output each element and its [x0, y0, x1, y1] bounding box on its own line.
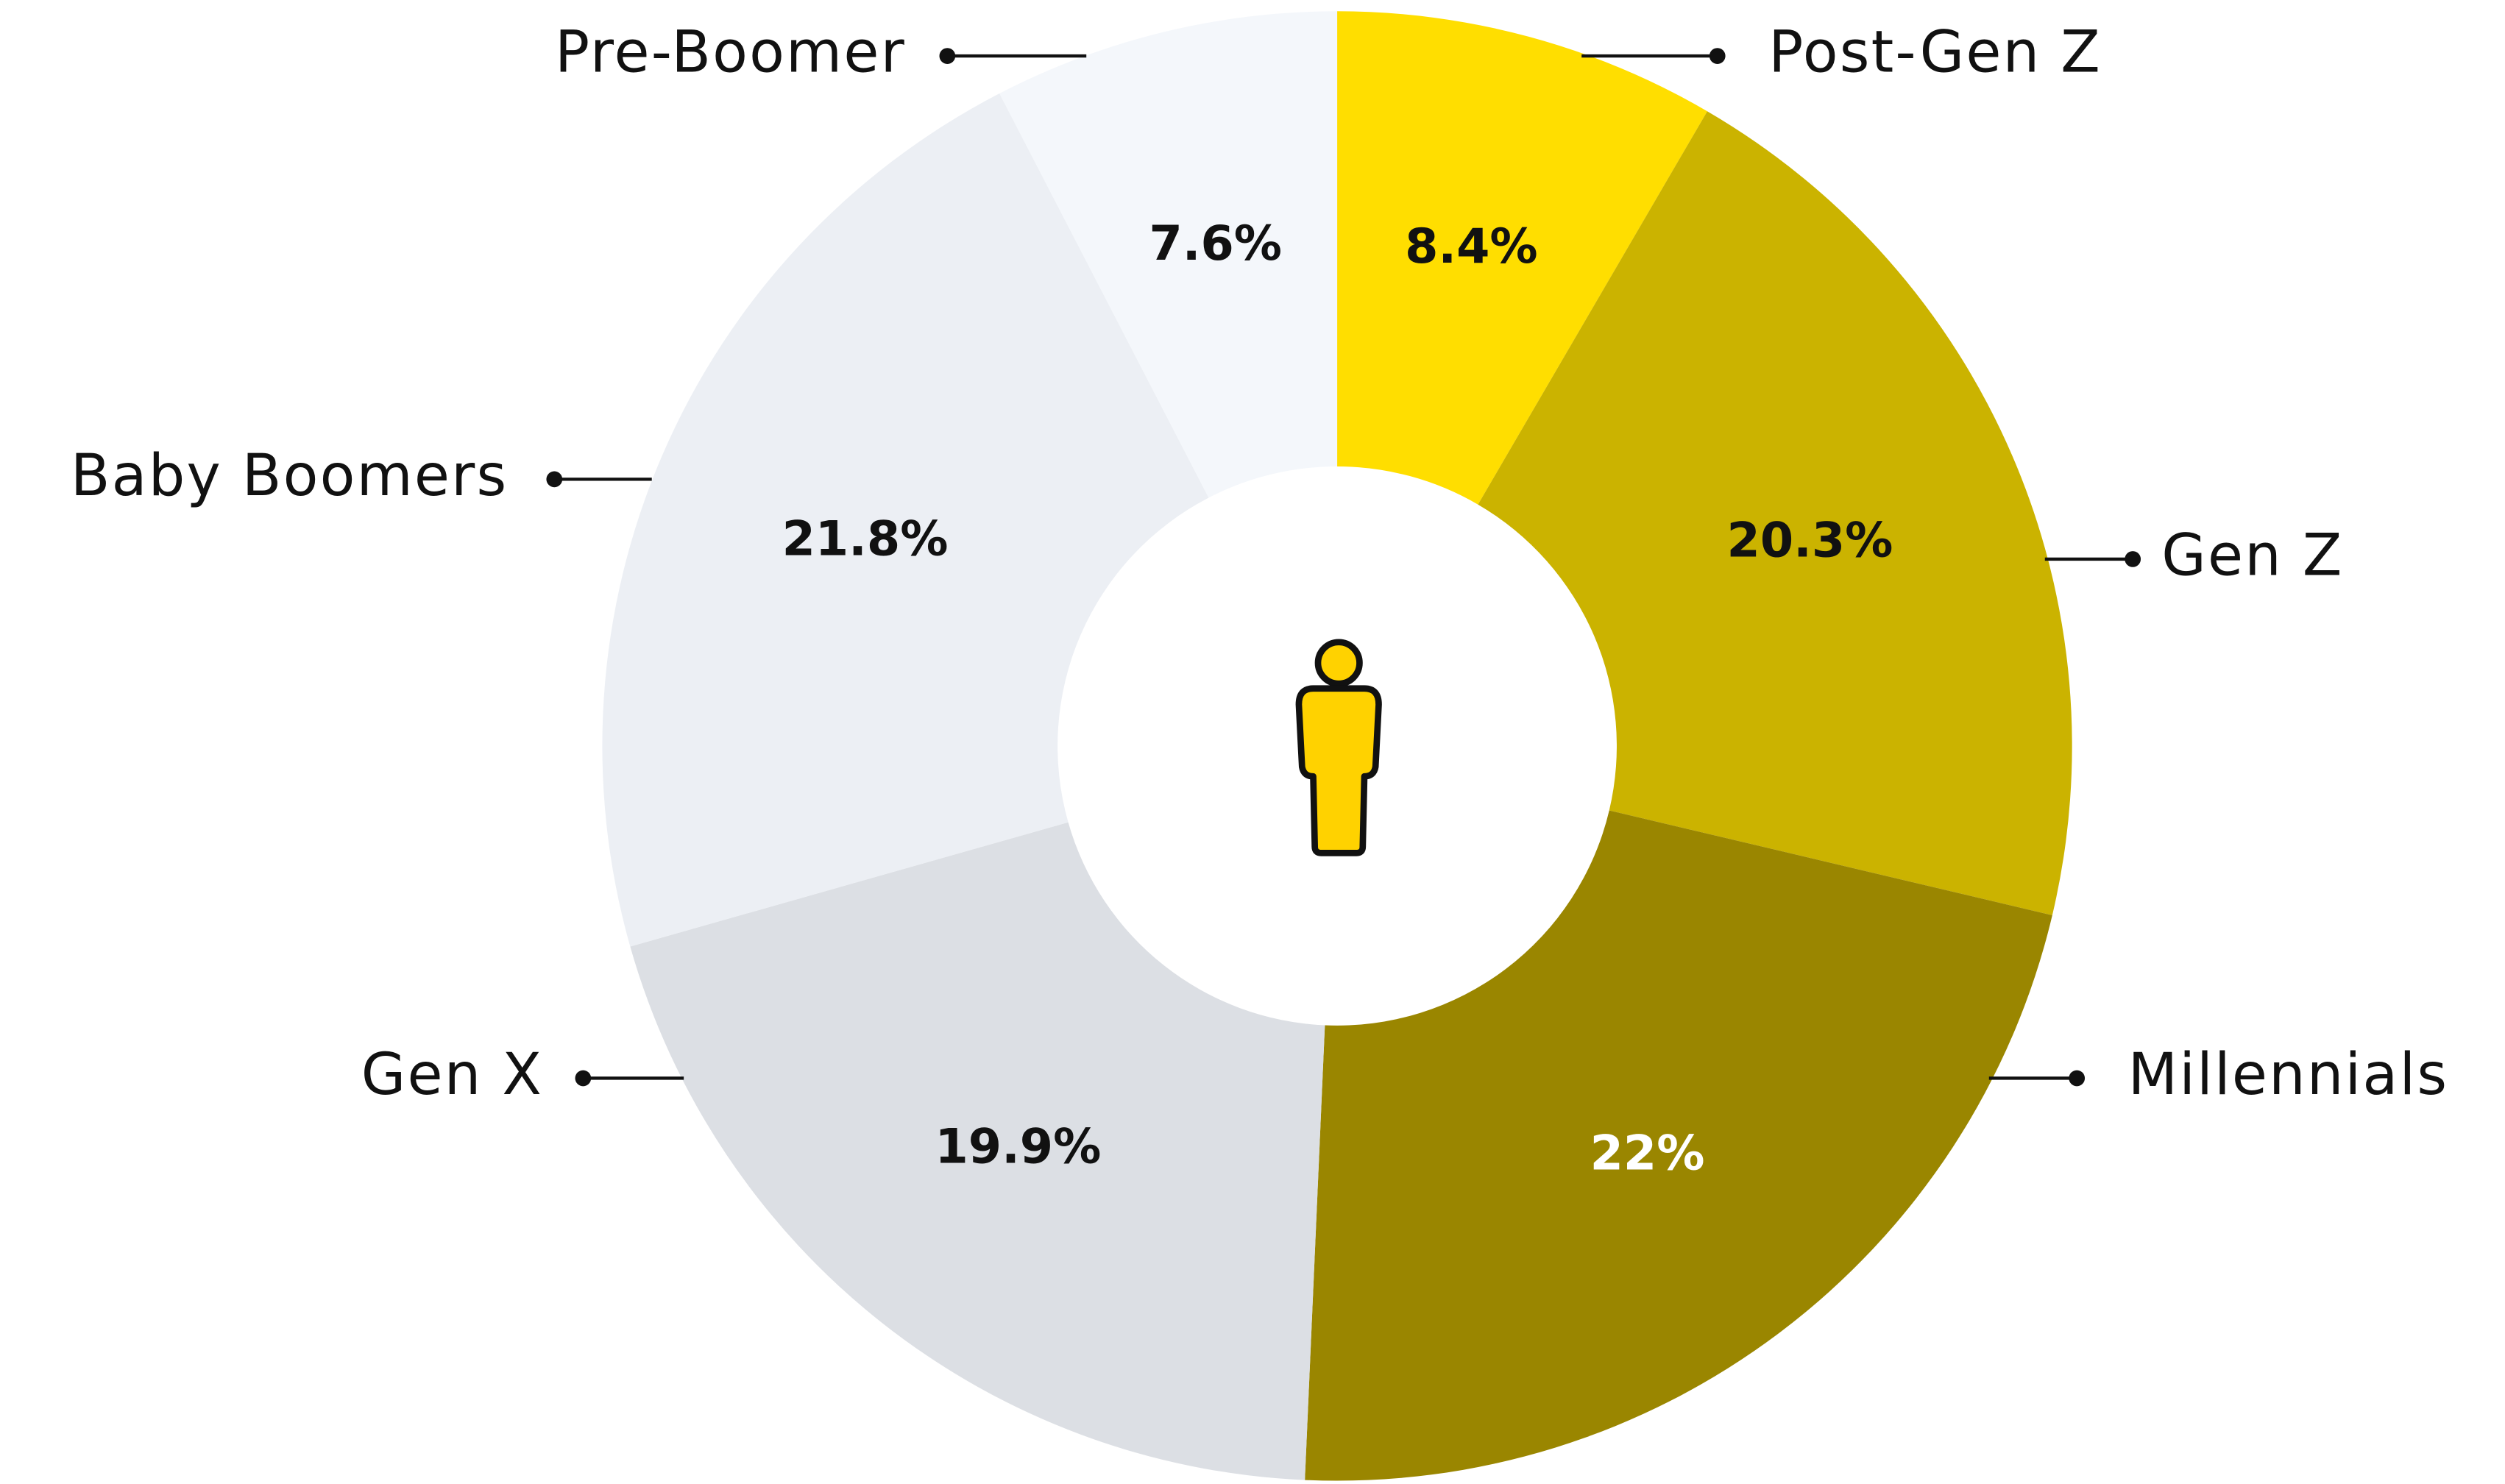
category-label: Pre-Boomer: [555, 19, 906, 86]
leader-dot: [2125, 551, 2141, 567]
slice: [602, 93, 1209, 947]
value-label: 22%: [1590, 1126, 1705, 1182]
slice: [630, 822, 1325, 1480]
leader-dot: [575, 1070, 592, 1087]
person-icon: [1295, 639, 1382, 856]
value-label: 20.3%: [1727, 513, 1893, 568]
slice: [999, 11, 1338, 498]
slice: [1337, 11, 1707, 505]
leader-dot: [2069, 1070, 2086, 1087]
slice: [1478, 111, 2072, 915]
value-label: 8.4%: [1405, 219, 1538, 274]
category-label: Gen X: [361, 1041, 543, 1108]
slice: [1305, 810, 2052, 1481]
leader-dot: [546, 471, 563, 488]
value-label: 21.8%: [782, 511, 949, 567]
category-label: Baby Boomers: [71, 442, 508, 509]
value-label: 19.9%: [935, 1119, 1101, 1174]
leader-dot: [939, 48, 956, 64]
value-label: 7.6%: [1149, 216, 1282, 271]
leader-dot: [1709, 48, 1726, 64]
category-label: Gen Z: [2161, 522, 2343, 589]
slices: [602, 11, 2072, 1481]
category-label: Post-Gen Z: [1768, 19, 2102, 86]
category-label: Millennials: [2128, 1041, 2449, 1108]
